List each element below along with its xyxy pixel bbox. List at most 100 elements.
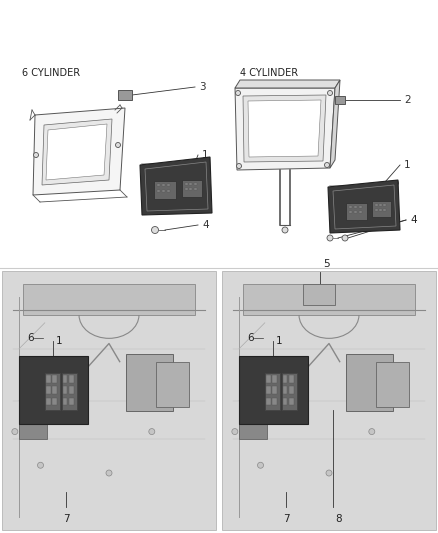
Bar — [346, 354, 393, 411]
Bar — [52, 375, 57, 383]
Text: 8: 8 — [335, 514, 342, 524]
Text: 4: 4 — [410, 215, 417, 225]
Bar — [118, 90, 132, 100]
Bar — [19, 357, 88, 424]
Circle shape — [328, 91, 332, 95]
Bar — [63, 375, 67, 383]
Bar — [272, 386, 277, 394]
Bar — [289, 375, 293, 383]
Bar — [62, 373, 77, 410]
Bar — [272, 398, 277, 405]
Bar — [375, 204, 378, 206]
Bar — [265, 373, 280, 410]
Bar — [52, 398, 57, 405]
Bar — [46, 386, 51, 394]
Circle shape — [331, 228, 336, 232]
Bar — [266, 375, 271, 383]
Circle shape — [237, 164, 241, 168]
Polygon shape — [330, 80, 340, 168]
Bar — [383, 209, 386, 211]
Circle shape — [240, 358, 244, 361]
Polygon shape — [140, 157, 212, 215]
Bar — [182, 180, 202, 197]
Circle shape — [326, 470, 332, 476]
Bar — [349, 206, 352, 208]
Text: 2: 2 — [404, 95, 411, 105]
Text: 6 CYLINDER: 6 CYLINDER — [22, 68, 80, 78]
Circle shape — [83, 358, 87, 361]
Circle shape — [142, 209, 148, 214]
Text: 1: 1 — [276, 336, 282, 346]
Circle shape — [141, 165, 146, 169]
Bar — [282, 373, 297, 410]
Circle shape — [116, 142, 120, 148]
Text: 7: 7 — [63, 514, 70, 524]
Bar — [383, 204, 386, 206]
Bar — [167, 190, 170, 192]
Bar — [23, 284, 194, 315]
Bar — [266, 398, 271, 405]
Circle shape — [240, 419, 244, 423]
Bar — [69, 386, 74, 394]
Text: 6: 6 — [247, 333, 254, 343]
Bar — [359, 206, 362, 208]
Circle shape — [83, 419, 87, 423]
Text: 5: 5 — [323, 259, 330, 269]
Bar — [379, 209, 382, 211]
Bar — [2, 271, 216, 530]
Polygon shape — [243, 95, 326, 162]
Circle shape — [325, 163, 329, 167]
Bar — [156, 362, 189, 407]
Bar — [354, 211, 357, 213]
Bar — [379, 204, 382, 206]
Bar — [354, 206, 357, 208]
Polygon shape — [235, 88, 335, 170]
Bar — [46, 398, 51, 405]
Polygon shape — [46, 124, 107, 180]
Bar — [185, 188, 188, 190]
Bar — [69, 398, 74, 405]
Polygon shape — [328, 180, 400, 233]
Bar — [46, 375, 51, 383]
Bar — [239, 357, 307, 424]
Bar — [283, 398, 287, 405]
Polygon shape — [33, 108, 125, 195]
Text: 4 CYLINDER: 4 CYLINDER — [240, 68, 298, 78]
Circle shape — [303, 358, 307, 361]
Bar — [372, 201, 391, 217]
Text: 3: 3 — [199, 82, 205, 92]
Circle shape — [38, 462, 43, 469]
Circle shape — [393, 181, 399, 185]
Circle shape — [205, 157, 209, 163]
Bar — [289, 386, 293, 394]
Polygon shape — [235, 80, 340, 88]
Bar — [157, 190, 160, 192]
Bar — [185, 183, 188, 185]
Circle shape — [12, 429, 18, 434]
Bar — [157, 184, 160, 186]
Bar — [19, 424, 46, 439]
Bar — [266, 386, 271, 394]
Bar — [63, 386, 67, 394]
Circle shape — [206, 207, 212, 213]
Circle shape — [152, 227, 159, 233]
Circle shape — [282, 227, 288, 233]
Circle shape — [149, 429, 155, 434]
Bar — [52, 386, 57, 394]
Bar — [283, 386, 287, 394]
Circle shape — [33, 152, 39, 157]
Bar — [63, 398, 67, 405]
Bar — [359, 211, 362, 213]
Text: 1: 1 — [404, 160, 411, 170]
Bar — [194, 183, 197, 185]
Circle shape — [342, 235, 348, 241]
Polygon shape — [42, 119, 112, 185]
Bar — [189, 188, 192, 190]
Bar — [244, 284, 415, 315]
Bar — [167, 184, 170, 186]
Circle shape — [327, 235, 333, 241]
Circle shape — [395, 224, 399, 230]
Circle shape — [303, 419, 307, 423]
Bar — [194, 188, 197, 190]
Bar — [289, 398, 293, 405]
